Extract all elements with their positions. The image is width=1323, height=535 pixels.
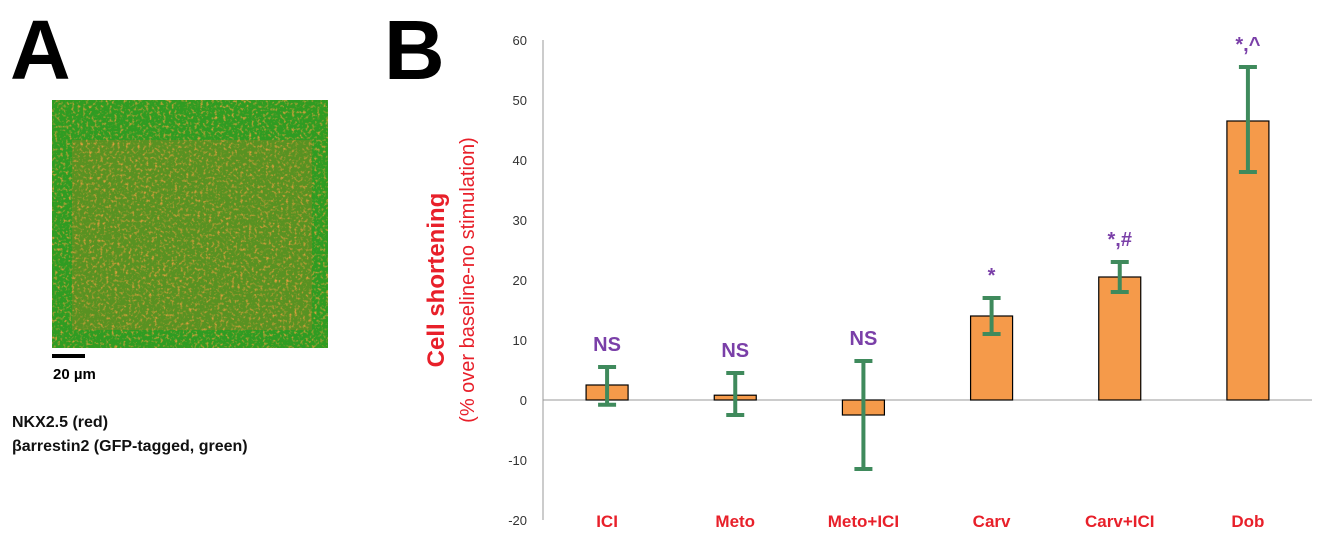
- y-axis-sublabel: (% over baseline-no stimulation): [457, 137, 479, 423]
- micrograph-image: [52, 100, 328, 348]
- y-tick-label: 10: [513, 333, 527, 348]
- y-tick-label: 60: [513, 33, 527, 48]
- error-bar: [1238, 65, 1257, 174]
- category-label: Carv: [973, 512, 1011, 531]
- significance-label: NS: [850, 328, 878, 350]
- category-label: Meto+ICI: [828, 512, 899, 531]
- error-bar: [598, 365, 617, 407]
- y-tick-label: 30: [513, 213, 527, 228]
- fluorescence-micrograph: [52, 100, 328, 348]
- error-bar: [982, 296, 1001, 336]
- significance-label: *,#: [1108, 229, 1132, 251]
- category-label: ICI: [596, 512, 618, 531]
- bar-carv-plus-ici: [1098, 276, 1142, 401]
- error-bars: [598, 65, 1257, 471]
- panel-b-letter: B: [384, 3, 445, 97]
- scale-bar: [52, 354, 85, 358]
- significance-label: NS: [721, 340, 749, 362]
- y-axis-label: Cell shortening: [423, 193, 450, 368]
- y-tick-label: -20: [508, 513, 527, 528]
- error-bar: [726, 371, 745, 417]
- category-label: Meto: [715, 512, 755, 531]
- y-tick-label: 40: [513, 153, 527, 168]
- category-label: Carv+ICI: [1085, 512, 1154, 531]
- significance-label: *: [988, 265, 996, 287]
- y-axis-title: Cell shortening (% over baseline-no stim…: [423, 137, 479, 423]
- bars: [585, 120, 1270, 416]
- chart-axes: [542, 40, 1312, 520]
- error-bar: [1110, 260, 1129, 294]
- y-ticks: -20 -10 0 10 20 30 40 50 60: [508, 33, 527, 528]
- y-tick-label: 50: [513, 93, 527, 108]
- y-tick-label: 0: [520, 393, 527, 408]
- y-tick-label: 20: [513, 273, 527, 288]
- caption-red-channel: NKX2.5 (red): [12, 414, 109, 431]
- significance-labels: NS NS NS * *,# *,^: [593, 34, 1261, 362]
- category-labels: ICI Meto Meto+ICI Carv Carv+ICI Dob: [596, 512, 1264, 531]
- scale-bar-label: 20 µm: [53, 366, 96, 383]
- significance-label: NS: [593, 334, 621, 356]
- category-label: Dob: [1231, 512, 1264, 531]
- y-tick-label: -10: [508, 453, 527, 468]
- error-bar: [854, 359, 873, 471]
- significance-label: *,^: [1235, 34, 1260, 56]
- caption-green-channel: βarrestin2 (GFP-tagged, green): [12, 438, 248, 455]
- panel-a-letter: A: [10, 3, 71, 97]
